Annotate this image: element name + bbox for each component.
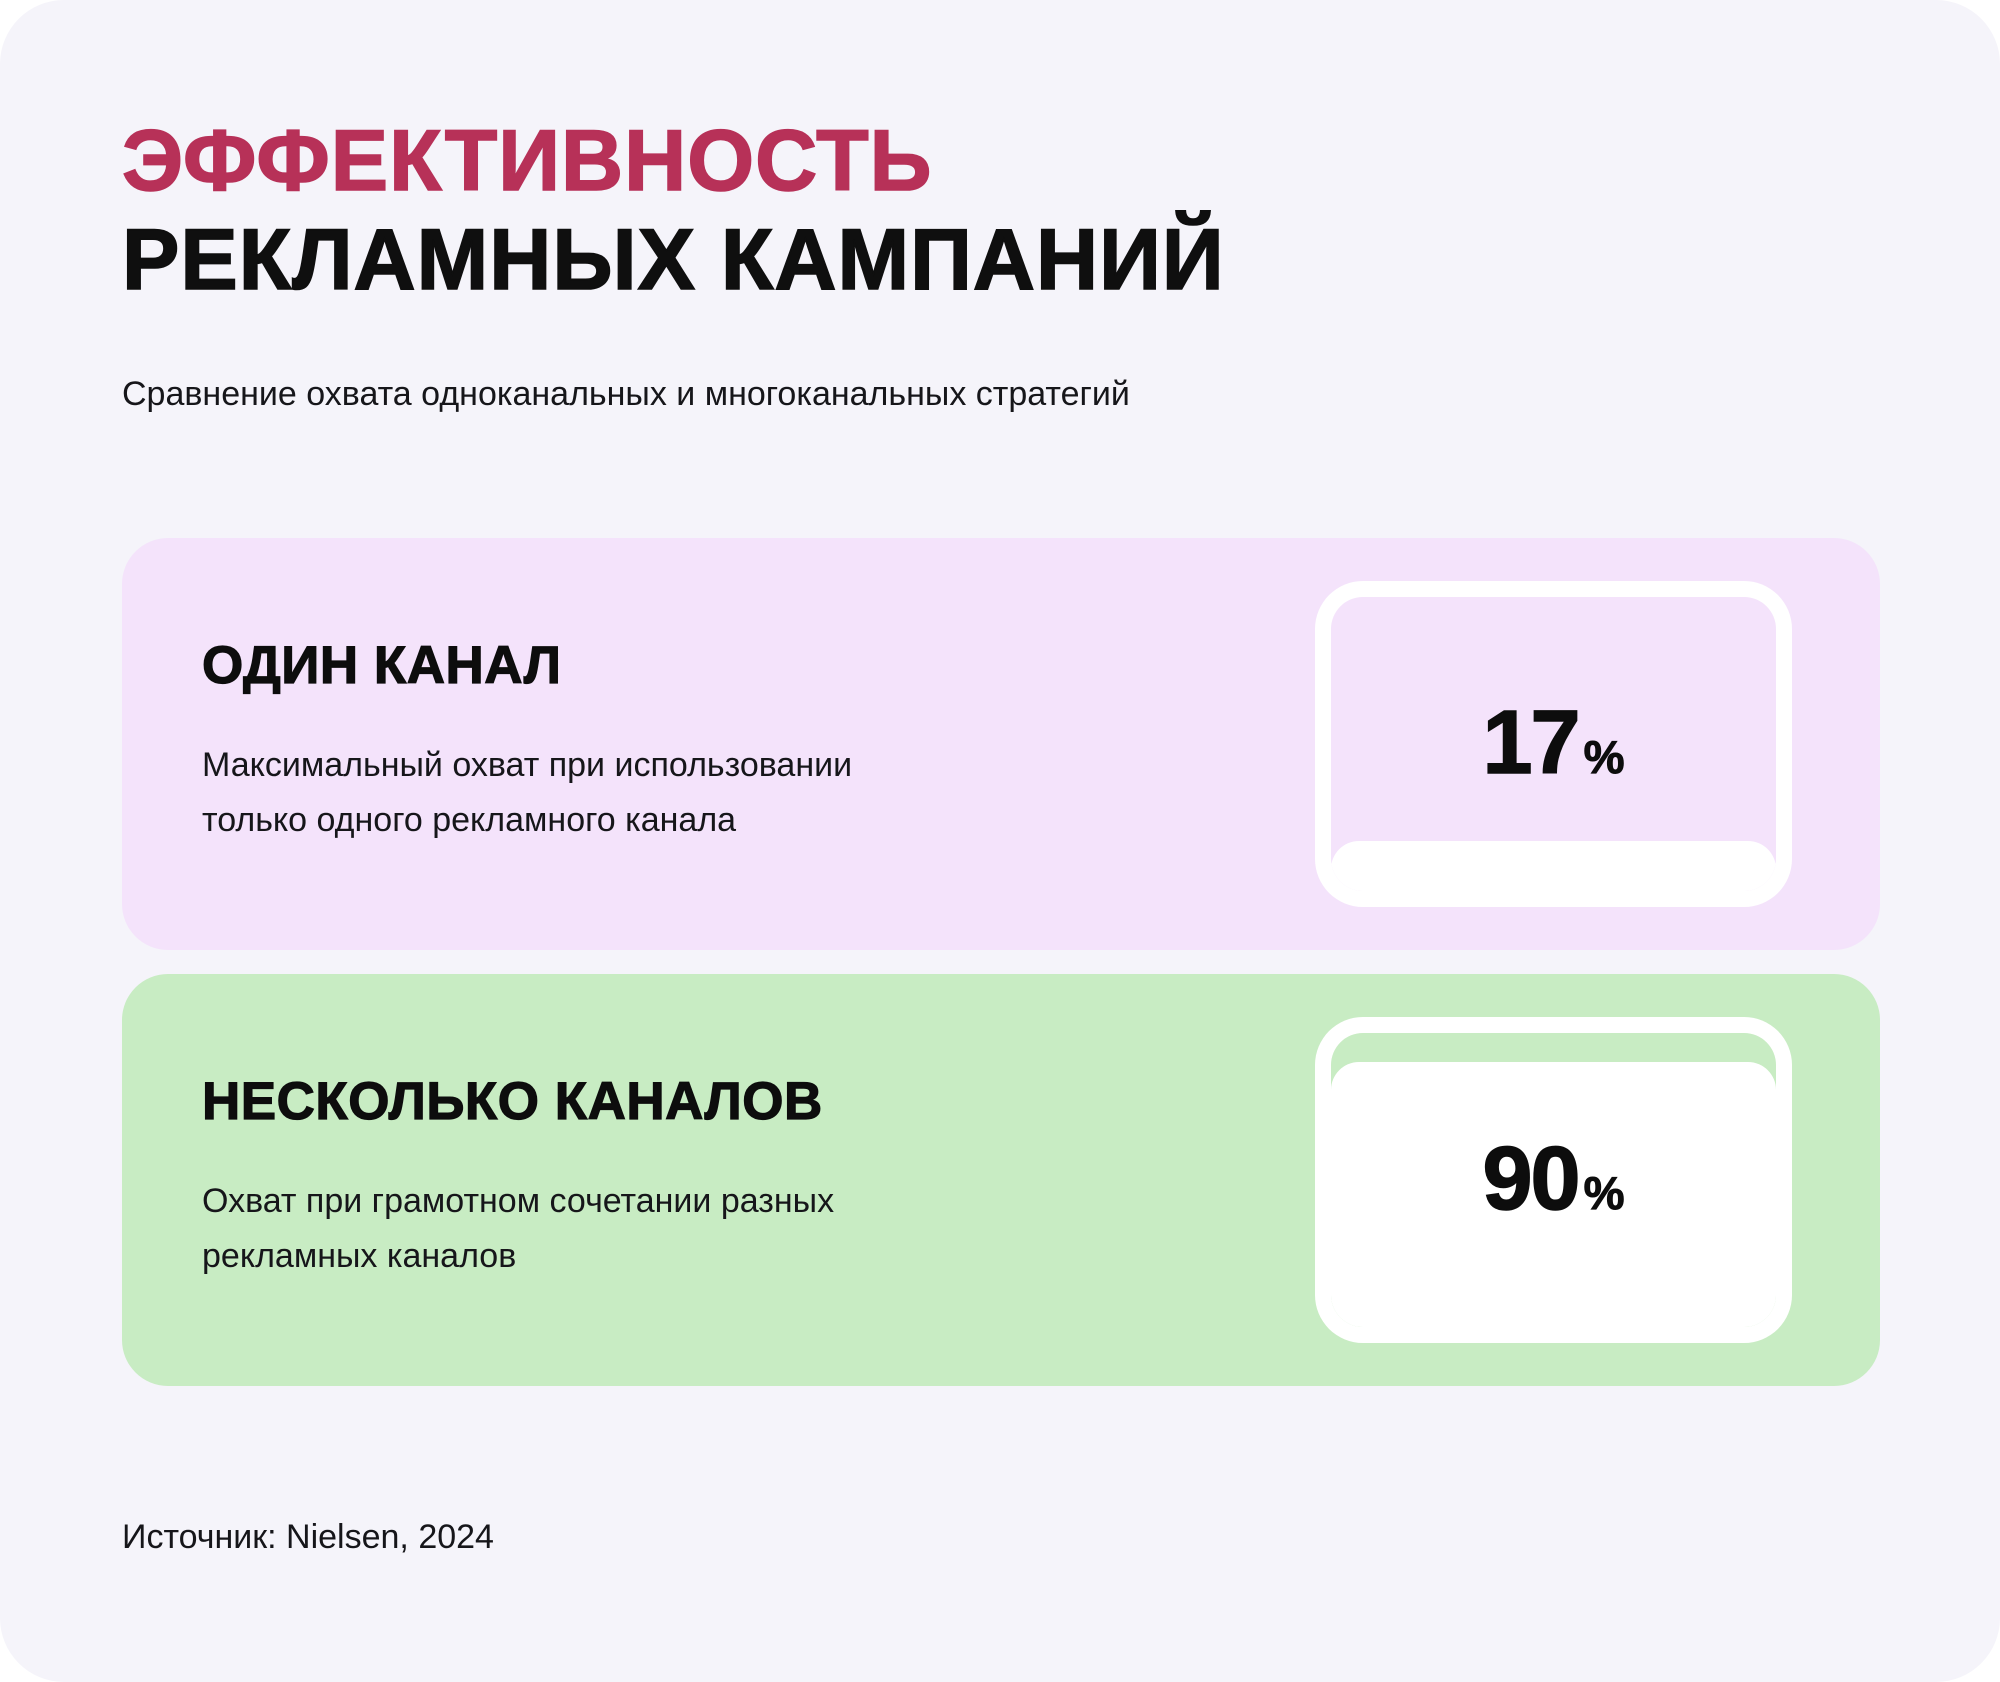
multi-channel-stat-value: 90%: [1315, 1017, 1792, 1343]
source-note: Источник: Nielsen, 2024: [122, 1517, 494, 1556]
page-subtitle: Сравнение охвата одноканальных и многока…: [122, 374, 1130, 413]
footer: Источник: Nielsen, 2024: [122, 1518, 1880, 1557]
card-single-channel-description: Максимальный охват при использовании тол…: [202, 746, 853, 840]
single-channel-value-wrap: 17%: [1482, 692, 1625, 795]
page-title-secondary-line: РЕКЛАМНЫХ КАМПАНИЙ: [121, 211, 1225, 309]
card-multi-channel-title: НЕСКОЛЬКО КАНАЛОВ: [201, 1072, 823, 1132]
single-channel-gauge: [1331, 596, 1776, 891]
multi-channel-gauge-box: 90%: [1315, 1016, 1792, 1343]
card-single-channel-title: ОДИН КАНАЛ: [201, 636, 562, 696]
single-channel-percent-number: 17: [1482, 693, 1582, 795]
multi-channel-value-wrap: 90%: [1482, 1128, 1625, 1231]
header: ЭФФЕКТИВНОСТЬ РЕКЛАМНЫХ КАМПАНИЙ Сравнен…: [121, 112, 1880, 416]
single-channel-gauge-box: 17%: [1315, 580, 1792, 907]
page-title-accent-line: ЭФФЕКТИВНОСТЬ: [121, 112, 933, 210]
single-channel-percent-sign: %: [1583, 731, 1625, 784]
comparison-cards-section: ОДИН КАНАЛ Максимальный охват при исполь…: [122, 537, 1880, 1386]
card-multi-channel: НЕСКОЛЬКО КАНАЛОВ Охват при грамотном со…: [122, 973, 1880, 1386]
multi-channel-percent-number: 90: [1482, 1129, 1582, 1231]
card-multi-channel-text: НЕСКОЛЬКО КАНАЛОВ Охват при грамотном со…: [201, 1072, 882, 1284]
multi-channel-gauge-fill: [1331, 1062, 1776, 1327]
single-channel-stat-value: 17%: [1315, 581, 1792, 907]
single-channel-gauge-fill: [1331, 841, 1776, 891]
card-single-channel-text: ОДИН КАНАЛ Максимальный охват при исполь…: [201, 636, 882, 848]
multi-channel-percent-sign: %: [1583, 1167, 1625, 1220]
card-single-channel: ОДИН КАНАЛ Максимальный охват при исполь…: [122, 537, 1880, 950]
page-title: ЭФФЕКТИВНОСТЬ РЕКЛАМНЫХ КАМПАНИЙ: [121, 112, 1880, 310]
multi-channel-gauge: [1331, 1032, 1776, 1327]
card-multi-channel-description: Охват при грамотном сочетании разных рек…: [202, 1182, 835, 1276]
